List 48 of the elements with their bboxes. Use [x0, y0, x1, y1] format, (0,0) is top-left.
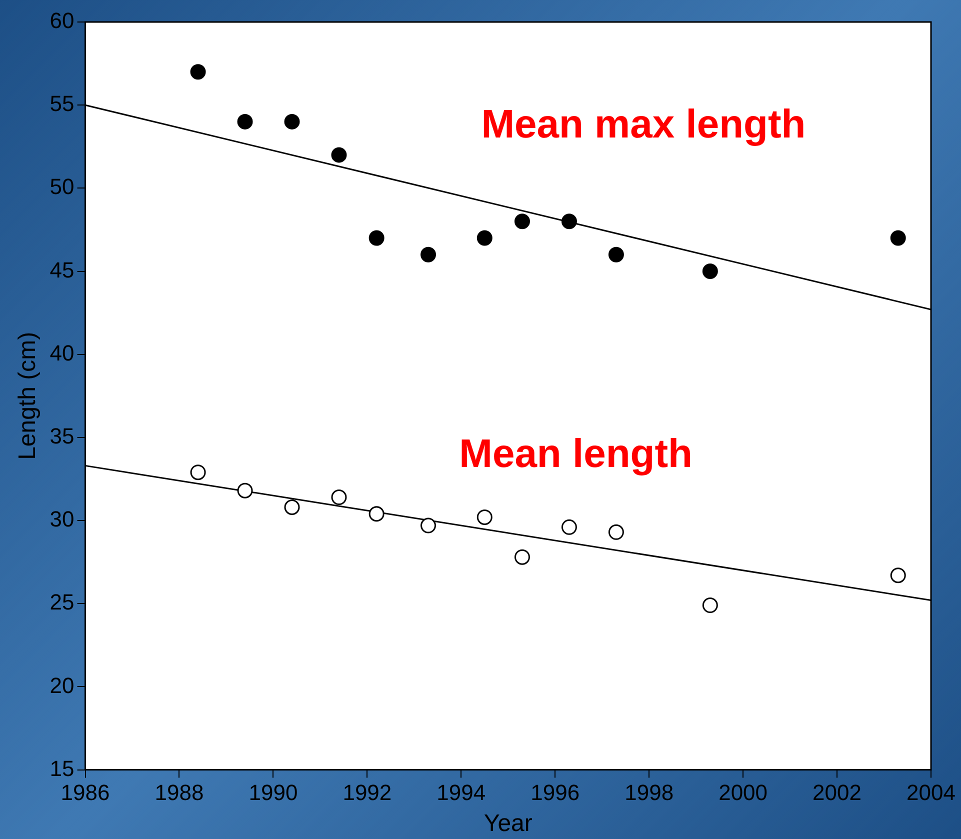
point [190, 64, 206, 80]
y-tick-label: 20 [50, 672, 74, 698]
point [514, 549, 530, 565]
y-tick-label: 55 [50, 91, 74, 116]
y-tick-label: 45 [50, 257, 74, 282]
y-tick-label: 35 [50, 424, 74, 449]
point [702, 598, 718, 614]
point [890, 568, 906, 584]
point [561, 519, 577, 535]
y-axis-title: Length (cm) [14, 332, 42, 460]
point [368, 506, 384, 522]
x-tick-label: 2002 [812, 780, 862, 806]
y-tick-label: 50 [50, 174, 74, 200]
point [284, 114, 300, 130]
point [890, 230, 906, 246]
point [368, 230, 384, 246]
x-tick-label: 1988 [154, 780, 204, 806]
point [190, 464, 206, 480]
x-tick-label: 1990 [248, 780, 298, 806]
point [476, 230, 492, 246]
y-tick-label: 15 [50, 756, 74, 781]
point [561, 214, 577, 230]
y-tick-label: 60 [50, 8, 74, 34]
x-tick-label: 2000 [718, 780, 768, 806]
point [514, 214, 530, 230]
x-tick-label: 1996 [530, 780, 580, 806]
point [608, 246, 624, 262]
annotation: Mean max length [481, 102, 806, 147]
y-tick-label: 40 [50, 340, 74, 366]
point [702, 264, 718, 280]
x-tick-label: 2004 [906, 780, 956, 806]
point [237, 482, 253, 498]
x-tick-label: 1998 [624, 780, 674, 806]
y-tick-label: 25 [50, 590, 74, 615]
point [420, 518, 436, 534]
annotation: Mean length [459, 432, 692, 476]
point [420, 246, 436, 262]
point [476, 509, 492, 525]
x-tick-label: 1994 [436, 780, 486, 806]
x-tick-label: 1986 [60, 780, 110, 806]
x-axis-title: Year [484, 810, 532, 838]
point [608, 524, 624, 540]
point [331, 490, 347, 506]
y-tick-label: 30 [50, 506, 74, 532]
point [331, 147, 347, 163]
point [284, 499, 300, 515]
x-tick-label: 1992 [342, 780, 392, 806]
point [237, 114, 253, 130]
